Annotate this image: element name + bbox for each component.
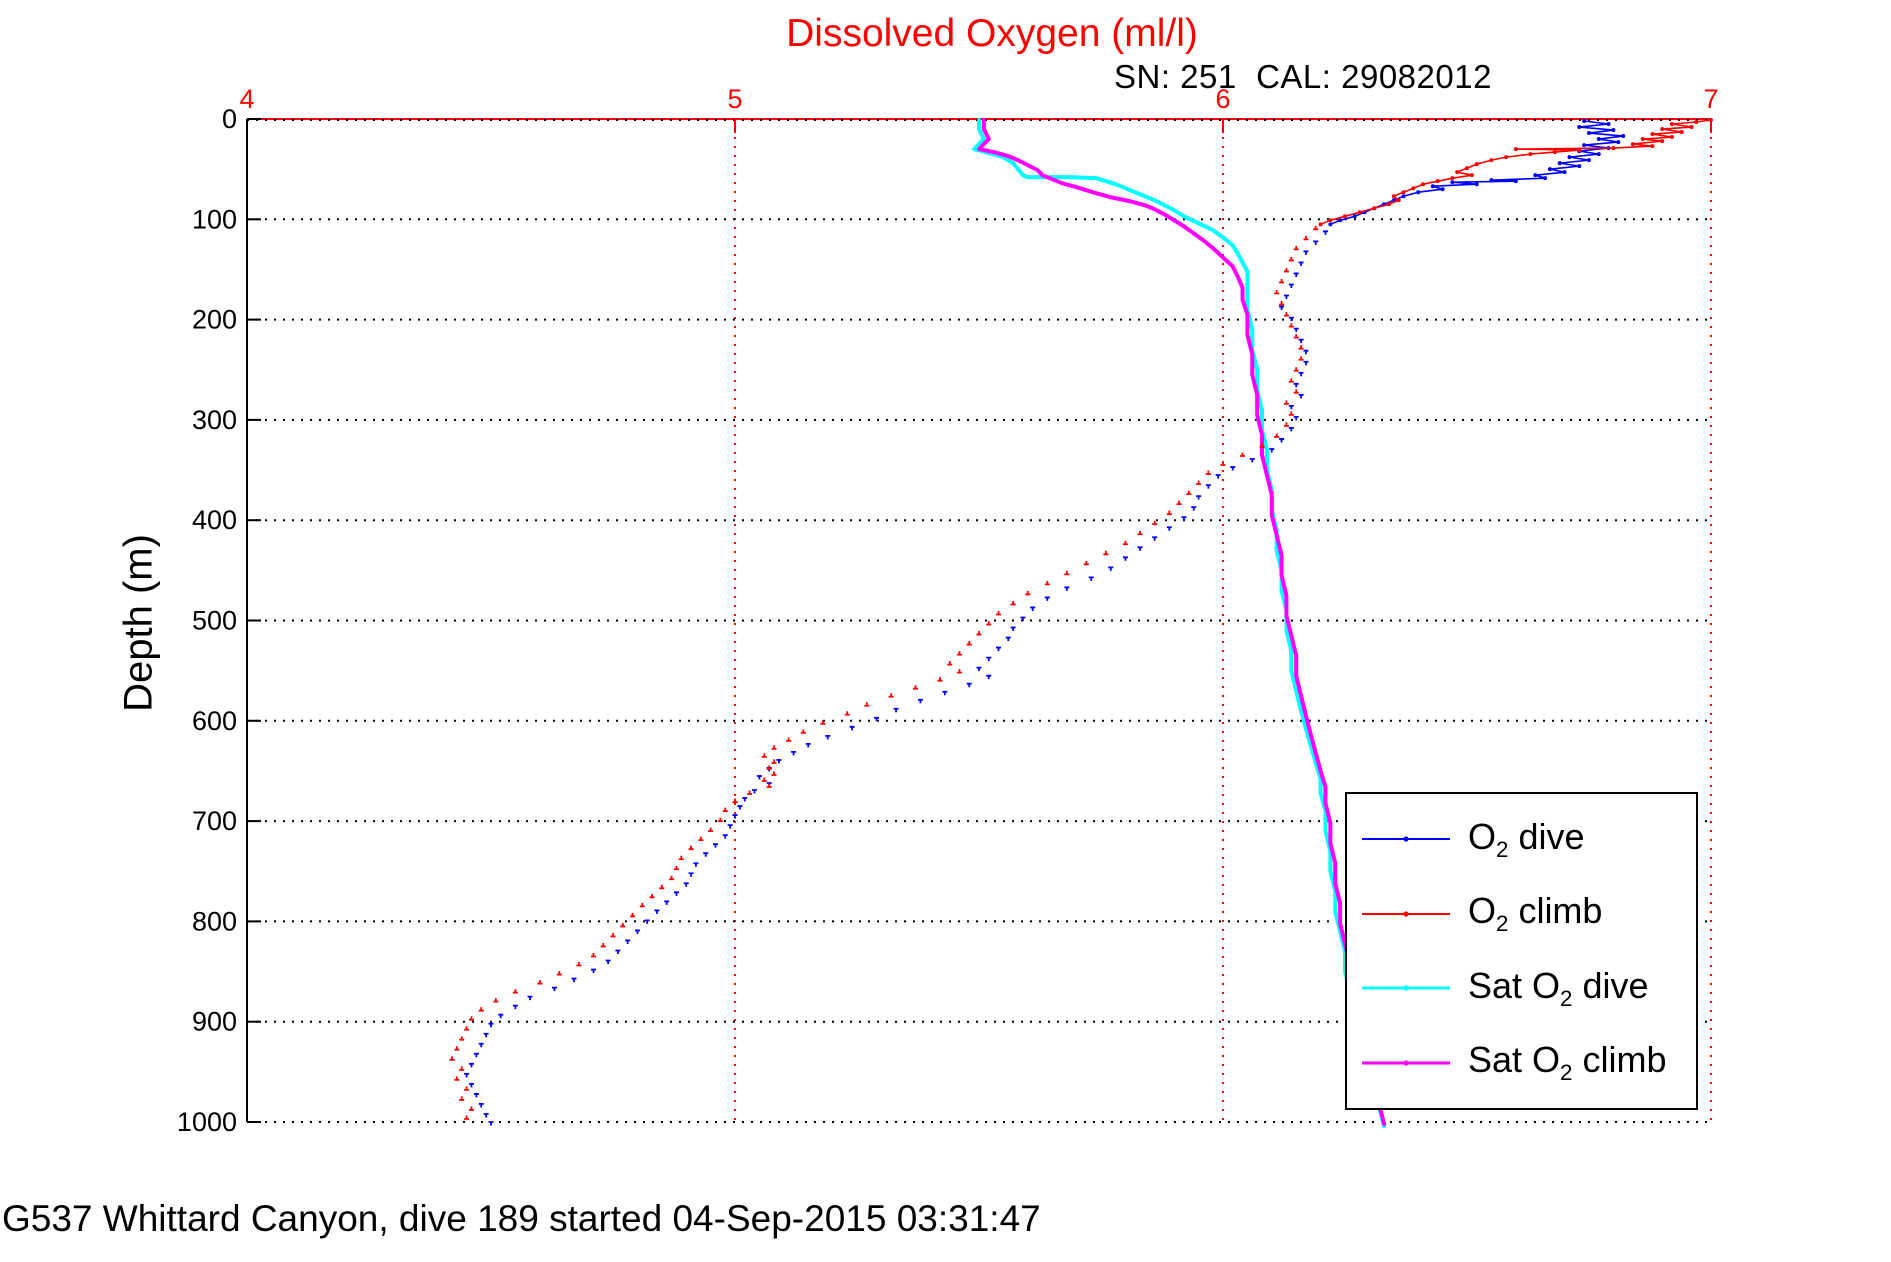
x-tick-labels: 4 5 6 7: [239, 84, 1718, 114]
legend-line-sample-o2-dive: [1362, 836, 1450, 842]
series-o2-climb: [449, 118, 1713, 1120]
x-tick-label: 6: [1215, 84, 1230, 114]
y-axis-label: Depth (m): [116, 534, 161, 712]
sensor-calibration-annotation: SN: 251 CAL: 29082012: [1114, 58, 1492, 95]
y-tick-label: 600: [192, 706, 237, 736]
y-tick-label: 200: [192, 305, 237, 335]
legend-line-sample-sat-o2-climb: [1362, 1060, 1450, 1066]
legend-label-sat-o2-dive: Sat O2 dive: [1468, 964, 1649, 1011]
y-tick-label: 700: [192, 806, 237, 836]
legend-item-sat-o2-climb: Sat O2 climb: [1360, 1039, 1696, 1086]
y-tick-label: 800: [192, 906, 237, 936]
y-tick-label: 500: [192, 606, 237, 636]
legend-item-sat-o2-dive: Sat O2 dive: [1360, 965, 1696, 1012]
y-tick-labels: 0 100 200 300 400 500 600 700 800 900 1000: [177, 104, 237, 1137]
legend-label-sat-o2-climb: Sat O2 climb: [1468, 1039, 1667, 1086]
x-tick-label: 7: [1703, 84, 1718, 114]
y-tick-label: 0: [222, 104, 237, 134]
x-tick-label: 4: [239, 84, 254, 114]
y-tick-label: 1000: [177, 1107, 237, 1137]
x-tick-label: 5: [727, 84, 742, 114]
series-sat-o2-dive: [972, 118, 1387, 1129]
y-tick-label: 100: [192, 204, 237, 234]
y-tick-label: 900: [192, 1007, 237, 1037]
legend-item-o2-climb: O2 climb: [1360, 890, 1696, 937]
legend-line-sample-sat-o2-dive: [1362, 985, 1450, 991]
y-tick-label: 300: [192, 405, 237, 435]
legend-line-sample-o2-climb: [1362, 911, 1450, 917]
legend-label-o2-climb: O2 climb: [1468, 890, 1603, 937]
dive-caption: G537 Whittard Canyon, dive 189 started 0…: [2, 1198, 1041, 1239]
y-tick-label: 400: [192, 505, 237, 535]
legend-item-o2-dive: O2 dive: [1360, 816, 1696, 863]
chart-title: Dissolved Oxygen (ml/l): [786, 12, 1198, 55]
series-o2-dive: [464, 119, 1626, 1126]
legend: O2 dive O2 climb Sat O2 dive Sat O2 clim…: [1345, 792, 1698, 1110]
legend-label-o2-dive: O2 dive: [1468, 815, 1585, 862]
y-axis: [246, 118, 261, 1123]
series-sat-o2-climb: [977, 118, 1387, 1127]
